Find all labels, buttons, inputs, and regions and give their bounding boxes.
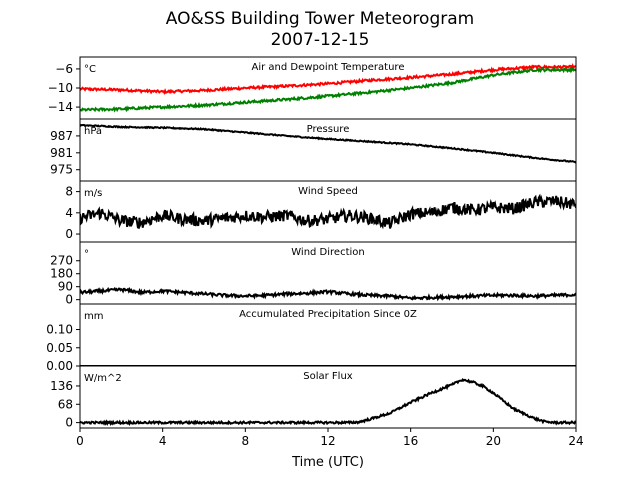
y-tick-label-5-1: 68 <box>58 397 73 411</box>
y-tick-label-1-1: 981 <box>50 146 73 160</box>
panels: −6 −10 −14 Air and Dewpoint Temperature °C 98… <box>46 56 584 448</box>
x-tick-label-2: 8 <box>242 434 250 448</box>
panel-title-5: Solar Flux <box>303 371 353 382</box>
panel-4: 0.10 0.05 0.00 Accumulated Precipitation Si… <box>46 303 577 373</box>
series-line-1-0 <box>80 123 576 164</box>
y-tick-label-2-1: 4 <box>65 206 73 220</box>
series-line-5-0 <box>80 378 576 427</box>
panel-title-3: Wind Direction <box>291 247 365 258</box>
y-tick-label-1-0: 987 <box>50 129 73 143</box>
y-tick-label-0-1: −10 <box>48 81 73 95</box>
y-tick-label-3-3: 0 <box>65 293 73 307</box>
x-tick-label-5: 20 <box>486 434 501 448</box>
panel-title-1: Pressure <box>307 124 350 135</box>
y-tick-label-4-0: 0.10 <box>46 323 73 337</box>
series-line-0-0 <box>80 63 576 95</box>
series-line-0-1 <box>80 66 576 113</box>
x-tick-label-6: 24 <box>568 434 583 448</box>
y-tick-label-1-2: 975 <box>50 163 73 177</box>
x-tick-label-4: 16 <box>403 434 418 448</box>
figure-title-line1: AO&SS Building Tower Meteorogram <box>166 9 474 29</box>
panel-unit-2: m/s <box>84 188 102 199</box>
y-tick-label-3-0: 270 <box>50 254 73 268</box>
panel-2: 8 4 0 Wind Speed m/s <box>65 180 577 243</box>
panel-unit-0: °C <box>84 64 96 75</box>
panel-unit-5: W/m^2 <box>84 373 122 384</box>
panel-0: −6 −10 −14 Air and Dewpoint Temperature °C <box>48 56 577 120</box>
x-tick-label-3: 12 <box>320 434 335 448</box>
panel-unit-4: mm <box>84 311 103 322</box>
y-tick-label-5-0: 136 <box>50 379 73 393</box>
y-tick-label-4-1: 0.05 <box>46 341 73 355</box>
y-tick-label-3-1: 180 <box>50 267 73 281</box>
x-axis-label: Time (UTC) <box>291 455 364 470</box>
y-tick-label-0-0: −6 <box>55 62 73 76</box>
x-tick-label-1: 4 <box>159 434 167 448</box>
y-tick-label-2-2: 0 <box>65 227 73 241</box>
panel-title-2: Wind Speed <box>298 186 358 197</box>
series-line-3-0 <box>80 286 576 302</box>
y-tick-label-2-0: 8 <box>65 185 73 199</box>
panel-unit-1: hPa <box>84 126 102 137</box>
x-tick-label-0: 0 <box>76 434 84 448</box>
y-tick-label-4-2: 0.00 <box>46 359 73 373</box>
y-tick-label-5-2: 0 <box>65 416 73 430</box>
panel-5: 136 68 00 4 8 12 16 20 24 Solar Flux W/m^2 <box>50 365 584 448</box>
figure-title-line2: 2007-12-15 <box>271 30 370 50</box>
panel-unit-3: ° <box>84 249 89 260</box>
panel-title-0: Air and Dewpoint Temperature <box>252 62 405 73</box>
panel-1: 987 981 975 Pressure hPa <box>50 118 577 182</box>
series-line-2-0 <box>80 193 576 230</box>
y-tick-label-0-2: −14 <box>48 100 73 114</box>
panel-title-4: Accumulated Precipitation Since 0Z <box>239 309 417 320</box>
y-tick-label-3-2: 90 <box>58 280 73 294</box>
